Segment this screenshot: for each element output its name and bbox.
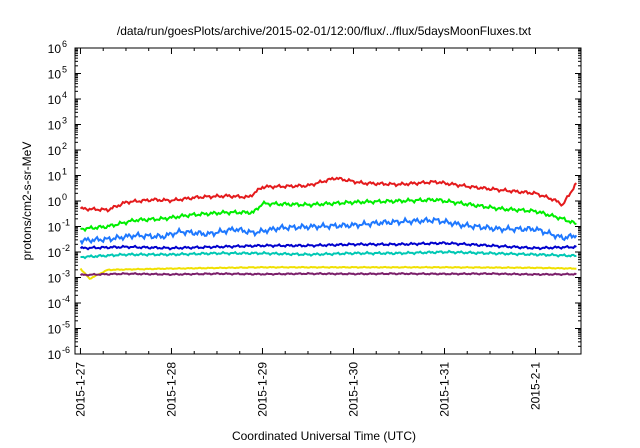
y-tick-label: 10 (48, 272, 62, 286)
series-line (79, 241, 577, 251)
x-tick-label: 2015-1-29 (255, 362, 269, 417)
y-tick-label: 10 (48, 297, 62, 311)
y-axis: 10 -610 -510 -410 -310 -210 -110 010 110 210 310 41… (48, 39, 581, 362)
y-tick-label: 10 (48, 119, 62, 133)
y-tick-exponent: 2 (62, 141, 67, 151)
y-tick-label: 10 (48, 221, 62, 235)
series-line (80, 196, 577, 233)
y-tick-exponent: -5 (62, 320, 70, 330)
y-tick-label: 10 (48, 144, 62, 158)
y-tick-exponent: 4 (62, 90, 67, 100)
y-tick-exponent: -2 (62, 243, 70, 253)
y-tick-exponent: -1 (62, 218, 70, 228)
y-tick-exponent: 1 (62, 167, 67, 177)
x-tick-label: 2015-1-31 (437, 362, 451, 417)
y-tick-exponent: 6 (62, 39, 67, 49)
series-line (79, 216, 578, 246)
y-tick-label: 10 (48, 246, 62, 260)
y-tick-exponent: 5 (62, 65, 67, 75)
y-tick-exponent: -6 (62, 345, 70, 355)
y-tick-exponent: 3 (62, 116, 67, 126)
series-line (79, 271, 577, 277)
chart-title: /data/run/goesPlots/archive/2015-02-01/1… (117, 24, 532, 38)
y-tick-label: 10 (48, 348, 62, 362)
series-line (80, 249, 577, 260)
x-tick-label: 2015-1-27 (73, 362, 87, 417)
y-tick-label: 10 (48, 195, 62, 209)
x-axis: 2015-1-27 2015-1-28 2015-1-29 2015-1-30 2015… (73, 48, 582, 417)
x-tick-label: 2015-1-28 (164, 362, 178, 417)
series-line (79, 176, 577, 213)
x-tick-label: 2015-2-1 (528, 362, 542, 410)
y-tick-exponent: 0 (62, 192, 67, 202)
series-line (79, 265, 577, 280)
y-tick-label: 10 (48, 323, 62, 337)
y-tick-label: 10 (48, 42, 62, 56)
x-axis-label: Coordinated Universal Time (UTC) (232, 429, 416, 443)
y-tick-exponent: -4 (62, 294, 70, 304)
y-tick-label: 10 (48, 170, 62, 184)
y-tick-label: 10 (48, 93, 62, 107)
x-tick-label: 2015-1-30 (346, 362, 360, 417)
y-tick-label: 10 (48, 68, 62, 82)
series-layer (79, 176, 578, 280)
y-tick-exponent: -3 (62, 269, 70, 279)
y-axis-label: protons/cm2-s-sr-MeV (20, 142, 34, 261)
